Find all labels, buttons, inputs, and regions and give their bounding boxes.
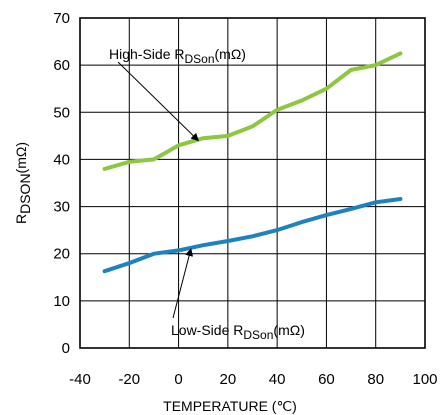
annotation-low-side: Low-Side RDSon(mΩ) [171,248,305,342]
high-side-arrow [117,61,200,142]
y-tick-labels: 0 10 20 30 40 50 60 70 [53,10,70,357]
series-line-high-side [102,51,403,171]
x-tick-label: 20 [220,371,237,388]
y-tick-label: 60 [53,57,70,74]
x-tick-labels: -40 -20 0 20 40 60 80 100 [69,371,437,388]
high-side-label: High-Side RDSon(mΩ) [109,46,246,66]
y-tick-label: 40 [53,151,70,168]
low-side-arrow [172,248,194,319]
y-axis-title-unit: (mΩ) [13,142,29,173]
grid-lines [80,18,425,348]
y-axis-title-sub: DSON [17,173,33,213]
y-tick-label: 20 [53,246,70,263]
x-tick-label: 100 [412,371,437,388]
y-tick-label: 70 [53,10,70,27]
y-tick-label: 30 [53,199,70,216]
x-tick-label: -20 [118,371,140,388]
series-layer [102,51,403,274]
y-tick-label: 0 [62,340,70,357]
x-tick-label: -40 [69,371,91,388]
y-axis-title: RDSON(mΩ) [13,142,33,224]
x-tick-label: 40 [269,371,286,388]
x-tick-label: 60 [318,371,335,388]
y-tick-label: 50 [53,104,70,121]
plot-area-frame [79,17,426,349]
annotation-high-side: High-Side RDSon(mΩ) [109,46,246,142]
y-axis-title-main: R [13,214,29,224]
x-tick-label: 0 [174,371,182,388]
low-side-label: Low-Side RDSon(mΩ) [171,322,305,342]
y-tick-label: 10 [53,293,70,310]
x-tick-label: 80 [367,371,384,388]
x-axis-title: TEMPERATURE (℃) [163,398,297,414]
series-line-low-side [102,197,403,274]
